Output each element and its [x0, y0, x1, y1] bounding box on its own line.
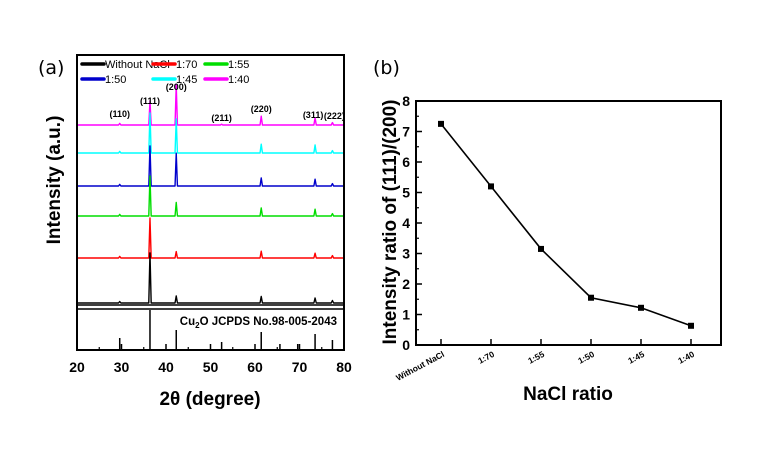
xrd-trace-1-50	[78, 145, 343, 187]
y-tick-label: 0	[402, 337, 410, 353]
hkl-label: (200)	[166, 82, 187, 92]
x-axis-b-title: NaCl ratio	[523, 384, 613, 405]
y-tick-label: 5	[402, 185, 410, 201]
reference-label-prefix: Cu	[180, 316, 195, 328]
y-tick-label: 8	[402, 93, 410, 109]
ratio-series	[438, 120, 694, 329]
data-point	[438, 120, 444, 127]
legend-entry: 1:50	[105, 74, 126, 86]
x-tick-label: 80	[336, 359, 352, 375]
hkl-label: (222)	[324, 111, 345, 121]
category-label: 1:50	[576, 349, 596, 366]
data-point	[688, 322, 694, 329]
hkl-label: (211)	[211, 113, 232, 123]
xrd-trace-1-70	[78, 217, 343, 259]
y-tick-label: 2	[402, 276, 410, 292]
reference-label-sub: 2	[195, 321, 200, 330]
y-tick-label: 4	[402, 215, 410, 231]
x-tick-label: 20	[69, 359, 85, 375]
data-point	[488, 183, 494, 190]
legend-a: Without NaCl 1:70 1:55 1:50 1:45 1:40	[80, 59, 249, 86]
ratio-line	[440, 123, 692, 327]
hkl-label: (220)	[251, 104, 272, 114]
x-tick-label: 40	[158, 359, 174, 375]
y-tick-label: 6	[402, 154, 410, 170]
panel-a: (a) Cu2O JCPDS No.98-005-2043 (110) (111)…	[38, 54, 352, 410]
reference-label-suffix: O JCPDS No.98-005-2043	[200, 316, 337, 328]
x-axis-a-title: 2θ (degree)	[159, 389, 260, 410]
legend-entry: 1:70	[176, 59, 197, 71]
category-label: 1:55	[526, 349, 546, 366]
legend-entry: 1:45	[176, 74, 197, 86]
category-label: 1:45	[626, 349, 646, 366]
data-point	[538, 245, 544, 252]
x-tick-label: 70	[292, 359, 308, 375]
hkl-label: (110)	[109, 109, 130, 119]
xrd-trace-1-40	[78, 84, 343, 126]
x-tick-label: 30	[114, 359, 130, 375]
y-axis-b-title: Intensity ratio of (111)/(200)	[380, 100, 401, 345]
legend-entry: 1:55	[228, 59, 249, 71]
xrd-series-group	[78, 84, 343, 304]
data-point	[588, 294, 594, 301]
category-label: 1:40	[676, 349, 696, 366]
x-tick-label: 60	[247, 359, 263, 375]
reference-label: Cu2O JCPDS No.98-005-2043	[180, 316, 337, 330]
x-axis-a: 20 30 40 50 60 70 80	[69, 344, 352, 375]
y-tick-label: 1	[402, 307, 410, 323]
y-tick-label: 3	[402, 246, 410, 262]
y-axis-b: 0 1 2 3 4 5 6 7 8	[402, 93, 422, 353]
hkl-annotations: (110) (111) (200) (211) (220) (311) (222)	[109, 82, 344, 123]
xrd-trace-1-45	[78, 112, 343, 154]
panel-a-label: (a)	[38, 57, 64, 79]
category-label: Without NaCl	[394, 349, 446, 383]
hkl-label: (311)	[303, 110, 324, 120]
y-axis-a-title: Intensity (a.u.)	[44, 116, 65, 245]
xrd-trace-1-55	[78, 175, 343, 217]
panel-b: (b) 0 1 2 3 4 5 6 7 8 Without NaCl 1:70 1:55 1:50 1:…	[373, 57, 722, 405]
hkl-label: (111)	[140, 96, 160, 106]
category-label: 1:70	[476, 349, 496, 366]
legend-entry: 1:40	[228, 74, 249, 86]
xrd-trace-without-nacl	[78, 252, 343, 304]
plot-b-frame	[415, 100, 722, 346]
y-tick-label: 7	[402, 124, 410, 140]
legend-entry: Without NaCl	[105, 59, 170, 71]
panel-b-label: (b)	[373, 57, 400, 79]
x-tick-label: 50	[203, 359, 219, 375]
data-point	[638, 304, 644, 311]
